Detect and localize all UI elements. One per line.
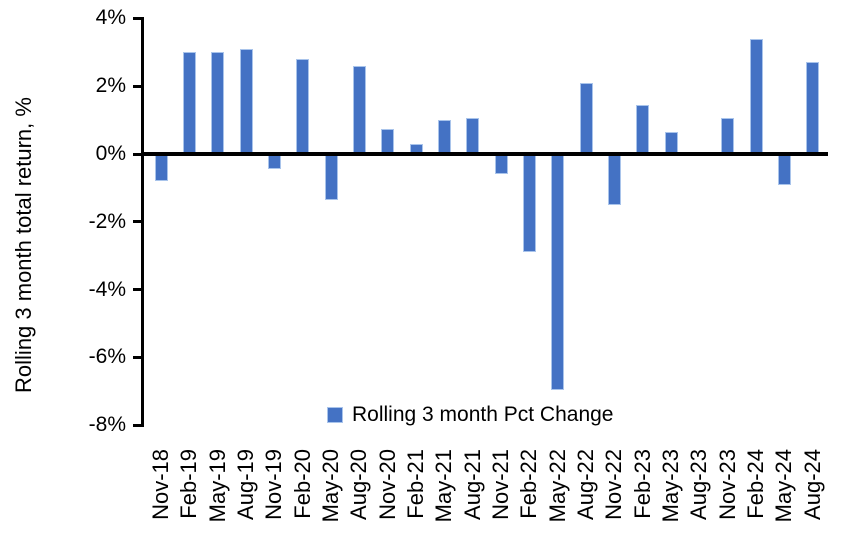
bar xyxy=(154,154,168,182)
x-tick-label: Nov-20 xyxy=(374,449,400,520)
bar xyxy=(607,154,621,205)
bar xyxy=(296,59,310,154)
bar xyxy=(267,154,281,170)
x-tick-label: May-19 xyxy=(204,449,230,523)
bar xyxy=(437,120,451,154)
legend-label: Rolling 3 month Pct Change xyxy=(352,403,614,426)
bar xyxy=(494,154,508,175)
bar xyxy=(636,104,650,154)
y-tick-label: -8% xyxy=(88,413,126,437)
x-tick-label: Aug-19 xyxy=(233,449,259,520)
x-tick-label: Aug-23 xyxy=(686,449,712,520)
y-tick-label: -2% xyxy=(88,209,126,233)
x-tick-label: Nov-21 xyxy=(488,449,514,520)
x-tick-label: May-23 xyxy=(658,449,684,523)
x-tick-label: Aug-22 xyxy=(573,449,599,520)
x-tick-label: May-24 xyxy=(771,449,797,523)
legend-swatch-icon xyxy=(327,407,343,423)
x-tick-label: Nov-22 xyxy=(601,449,627,520)
y-tick-label: -4% xyxy=(88,277,126,301)
bar xyxy=(777,154,791,185)
x-tick-label: Feb-22 xyxy=(516,449,542,519)
x-tick-label: Feb-19 xyxy=(176,449,202,519)
bar xyxy=(551,154,565,390)
y-tick-mark xyxy=(133,288,143,292)
y-tick-mark xyxy=(133,355,143,359)
x-tick-label: May-22 xyxy=(544,449,570,523)
x-tick-label: Feb-24 xyxy=(743,449,769,519)
bar xyxy=(466,118,480,154)
y-axis-title: Rolling 3 month total return, % xyxy=(11,97,36,393)
y-tick-mark xyxy=(133,423,143,427)
x-tick-label: Nov-23 xyxy=(714,449,740,520)
x-tick-label: Feb-20 xyxy=(289,449,315,519)
x-tick-label: Nov-18 xyxy=(148,449,173,520)
x-tick-label: Aug-21 xyxy=(459,449,485,520)
bar xyxy=(381,128,395,154)
y-tick-label: 4% xyxy=(95,6,126,30)
x-tick-label: Feb-21 xyxy=(403,449,429,519)
bar xyxy=(721,118,735,154)
bar xyxy=(182,52,196,154)
bar xyxy=(352,65,366,154)
x-tick-label: Feb-23 xyxy=(629,449,655,519)
bar xyxy=(749,38,763,154)
x-tick-label: Aug-20 xyxy=(346,449,372,520)
y-tick-label: 0% xyxy=(95,142,126,165)
y-tick-mark xyxy=(133,152,143,156)
bar xyxy=(239,48,253,154)
y-tick-label: 2% xyxy=(95,74,126,98)
y-tick-mark xyxy=(133,16,143,20)
x-tick-label: May-21 xyxy=(431,449,457,523)
y-tick-label: -6% xyxy=(88,345,126,369)
x-tick-label: Aug-24 xyxy=(799,449,825,520)
bar xyxy=(664,131,678,154)
y-tick-mark xyxy=(133,220,143,224)
y-tick-mark xyxy=(133,84,143,88)
bar xyxy=(324,154,338,200)
x-tick-label: May-20 xyxy=(318,449,344,523)
bar xyxy=(211,52,225,154)
x-tick-label: Nov-19 xyxy=(261,449,287,520)
bar xyxy=(522,154,536,253)
x-axis-zero-line xyxy=(141,152,828,156)
legend: Rolling 3 month Pct Change xyxy=(327,402,614,428)
bar xyxy=(806,62,820,154)
bar xyxy=(579,82,593,154)
